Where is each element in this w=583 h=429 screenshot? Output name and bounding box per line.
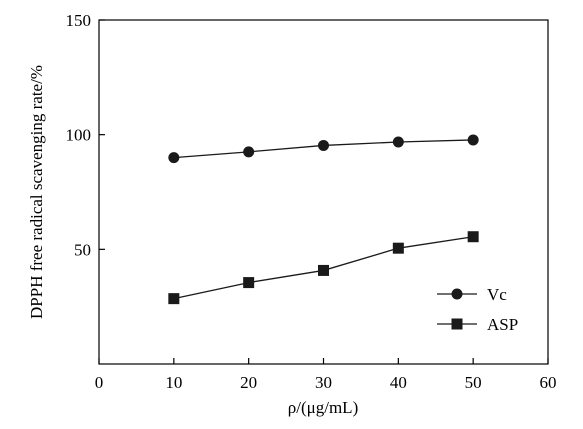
x-tick-label: 20: [240, 373, 257, 392]
data-point-asp: [243, 277, 255, 289]
data-point-asp: [168, 293, 180, 305]
y-tick-label: 100: [66, 126, 92, 145]
legend-label-vc: Vc: [487, 285, 507, 304]
y-tick-label: 150: [66, 11, 92, 30]
data-point-asp: [467, 231, 479, 243]
x-axis-ticks: 0 10 20 30 40 50 60: [95, 358, 557, 392]
series-layer: [168, 134, 479, 305]
data-point-vc: [318, 139, 329, 151]
legend-label-asp: ASP: [487, 315, 518, 334]
x-tick-label: 0: [95, 373, 104, 392]
legend: Vc ASP: [437, 285, 518, 334]
x-tick-label: 50: [465, 373, 482, 392]
y-axis-label: DPPH free radical scavenging rate/%: [27, 65, 46, 319]
x-tick-label: 30: [315, 373, 332, 392]
x-tick-label: 60: [540, 373, 557, 392]
x-tick-label: 10: [165, 373, 182, 392]
data-point-asp: [318, 264, 329, 276]
legend-marker-vc: [451, 288, 463, 300]
x-tick-label: 40: [390, 373, 407, 392]
data-point-vc: [168, 152, 180, 164]
data-point-vc: [243, 146, 255, 158]
legend-marker-asp: [451, 318, 463, 330]
y-tick-label: 50: [74, 240, 91, 259]
x-axis-label: ρ/(μg/mL): [288, 398, 358, 417]
data-point-vc: [392, 136, 404, 148]
data-point-asp: [392, 242, 404, 254]
y-axis-ticks: 50 100 150: [66, 11, 105, 259]
plot-area-frame: [98, 19, 549, 365]
data-point-vc: [467, 134, 479, 146]
